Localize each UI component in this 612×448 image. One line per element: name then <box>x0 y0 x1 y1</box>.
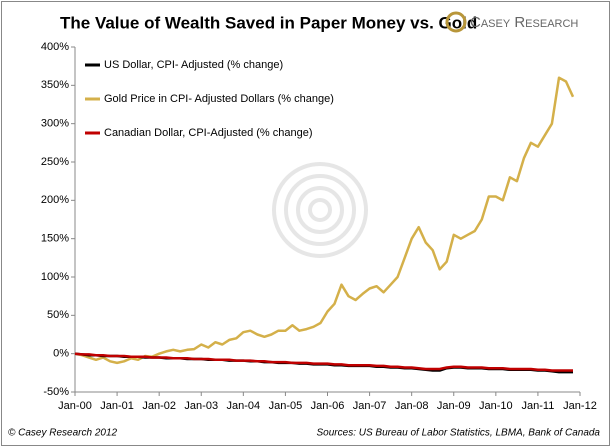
x-tick-label: Jan-09 <box>437 400 471 412</box>
x-tick-label: Jan-03 <box>184 400 218 412</box>
logo: Casey Research <box>470 14 578 31</box>
y-tick-label: 350% <box>41 79 69 91</box>
y-tick-label: 150% <box>41 233 69 245</box>
chart-title: The Value of Wealth Saved in Paper Money… <box>60 13 477 32</box>
y-tick-label: 200% <box>41 194 69 206</box>
credit: © Casey Research 2012 <box>8 428 118 439</box>
y-tick-label: -50% <box>43 386 69 398</box>
watermark <box>272 162 368 258</box>
x-tick-label: Jan-02 <box>142 400 176 412</box>
x-tick-label: Jan-05 <box>269 400 303 412</box>
x-tick-label: Jan-10 <box>479 400 513 412</box>
logo-icon <box>445 11 467 33</box>
x-tick-label: Jan-06 <box>311 400 345 412</box>
legend-label: Canadian Dollar, CPI-Adjusted (% change) <box>104 127 313 139</box>
y-tick-label: 0% <box>53 348 69 360</box>
y-tick-label: 100% <box>41 271 69 283</box>
y-tick-label: 400% <box>41 41 69 53</box>
x-tick-label: Jan-07 <box>353 400 387 412</box>
x-tick-label: Jan-08 <box>395 400 429 412</box>
y-tick-label: 300% <box>41 118 69 130</box>
x-tick-label: Jan-11 <box>522 400 555 412</box>
series-line <box>74 76 575 365</box>
legend-label: Gold Price in CPI- Adjusted Dollars (% c… <box>104 93 334 105</box>
y-tick-label: 50% <box>47 309 69 321</box>
series-line <box>74 352 573 372</box>
x-tick-label: Jan-00 <box>58 400 92 412</box>
y-tick-label: 250% <box>41 156 69 168</box>
x-tick-label: Jan-01 <box>100 400 134 412</box>
source: Sources: US Bureau of Labor Statistics, … <box>317 428 601 439</box>
x-tick-label: Jan-04 <box>227 400 261 412</box>
legend-label: US Dollar, CPI- Adjusted (% change) <box>104 59 283 71</box>
x-tick-label: Jan-12 <box>563 400 597 412</box>
